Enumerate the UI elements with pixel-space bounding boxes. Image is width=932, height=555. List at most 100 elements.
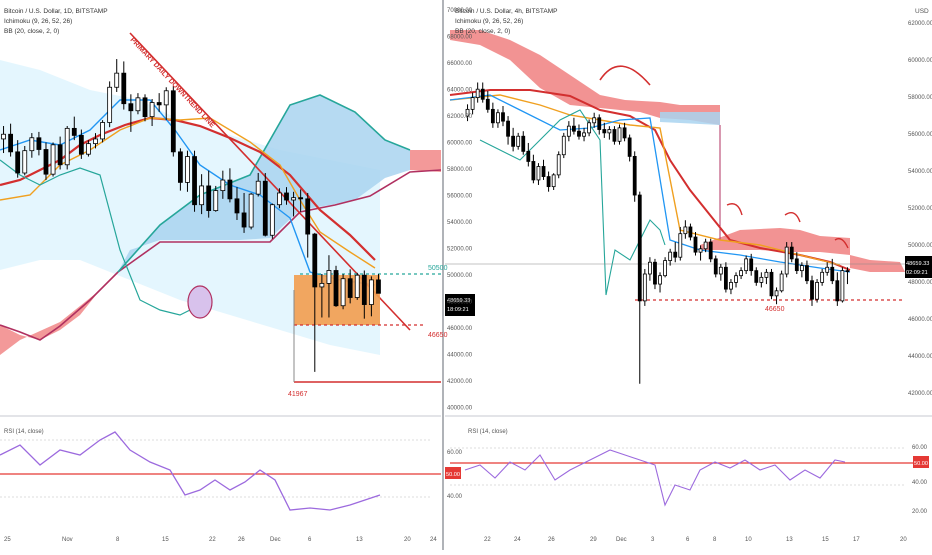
right-y-tick: 44000.00 (908, 354, 932, 360)
left-y-tick: 64000.00 (447, 88, 473, 94)
candle (284, 192, 289, 201)
candle (269, 204, 275, 236)
candle (566, 125, 571, 137)
candle (734, 275, 738, 283)
candle (805, 265, 809, 282)
candle (663, 260, 667, 277)
candle (794, 258, 799, 272)
left-x-tick: 26 (238, 537, 245, 543)
svg-text:48659.33: 48659.33 (906, 261, 929, 267)
candle (597, 117, 602, 130)
left-x-tick: 6 (308, 537, 312, 543)
candle (825, 266, 830, 273)
left-legend-2: Ichimoku (9, 26, 52, 26) (4, 18, 72, 25)
candle (708, 241, 713, 260)
candle (1, 133, 6, 140)
candle (64, 127, 70, 166)
left-legend-1: Bitcoin / U.S. Dollar, 1D, BITSTAMP (4, 8, 108, 15)
candle (298, 197, 304, 200)
left-y-tick: 66000.00 (447, 61, 473, 67)
candle (234, 198, 240, 214)
level-bottom-label: 41967 (288, 391, 308, 398)
left-x-tick: 22 (209, 537, 216, 543)
candle (50, 144, 56, 175)
candle (490, 108, 495, 124)
candle (107, 86, 113, 123)
candle (789, 246, 794, 260)
candle (43, 149, 49, 175)
candle (319, 283, 325, 288)
candle (206, 185, 212, 211)
candle (536, 166, 541, 181)
left-y-tick: 56000.00 (447, 194, 473, 200)
candle (220, 179, 226, 192)
candle (759, 276, 764, 283)
candle (622, 127, 627, 139)
left-rsi-tick: 60.00 (447, 450, 463, 456)
right-y-tick: 52000.00 (908, 206, 932, 212)
candle (368, 279, 374, 305)
candle (627, 137, 632, 157)
candle (135, 97, 141, 112)
candle (347, 278, 353, 298)
right-y-tick: 46000.00 (908, 317, 932, 323)
right-rsi-legend: RSI (14, close) (468, 429, 508, 435)
right-ichimoku (445, 30, 905, 301)
candle (163, 90, 169, 106)
left-x-tick: 20 (404, 537, 411, 543)
candle (815, 281, 819, 300)
candle (602, 129, 607, 134)
candle (683, 226, 688, 235)
left-y-tick: 68000.00 (447, 35, 473, 41)
candle (93, 138, 98, 145)
candle (255, 180, 261, 195)
right-x-tick: Dec (616, 537, 627, 543)
candle (36, 137, 42, 150)
right-y-tick: 60000.00 (908, 58, 932, 64)
candle (227, 179, 233, 200)
candle (213, 190, 219, 211)
candle (582, 132, 586, 137)
left-y-tick: 52000.00 (447, 247, 473, 253)
left-x-tick: 13 (356, 537, 363, 543)
candle (142, 97, 148, 118)
candle (845, 270, 850, 273)
candle (556, 154, 561, 176)
candle (501, 112, 505, 122)
candle (587, 122, 592, 134)
candle (561, 135, 566, 156)
left-y-tick: 58000.00 (447, 167, 473, 173)
left-y-tick: 42000.00 (447, 379, 473, 385)
right-y-tick: 54000.00 (908, 169, 932, 175)
right-rsi-tick: 20.00 (912, 509, 928, 515)
left-y-tick: 62000.00 (447, 114, 473, 120)
left-rsi-tick: 40.00 (447, 494, 463, 500)
right-y-tick: 42000.00 (908, 391, 932, 397)
left-candles (1, 59, 381, 372)
right-x-tick: 22 (484, 537, 491, 543)
candle (541, 166, 546, 177)
candle (192, 156, 197, 206)
candle (485, 98, 490, 110)
candle (607, 129, 612, 134)
right-x-tick: 15 (822, 537, 829, 543)
highlight-circle[interactable] (187, 285, 213, 319)
candle (15, 151, 21, 174)
candle (305, 198, 311, 235)
right-x-tick: 29 (590, 537, 597, 543)
left-y-tick: 50000.00 (447, 273, 473, 279)
candle (114, 72, 120, 88)
right-rsi-tag: 50.00 (913, 456, 929, 468)
left-y-tick: 46000.00 (447, 326, 473, 332)
right-x-tick: 24 (514, 537, 521, 543)
right-y-tick: 58000.00 (908, 95, 932, 101)
right-rsi-tick: 40.00 (912, 480, 928, 486)
candle (312, 233, 318, 288)
candle (149, 102, 155, 118)
left-rsi (0, 431, 441, 511)
right-rsi (450, 447, 915, 507)
left-x-tick: 8 (116, 537, 120, 543)
candle (729, 281, 733, 290)
right-x-tick: 3 (651, 537, 655, 543)
